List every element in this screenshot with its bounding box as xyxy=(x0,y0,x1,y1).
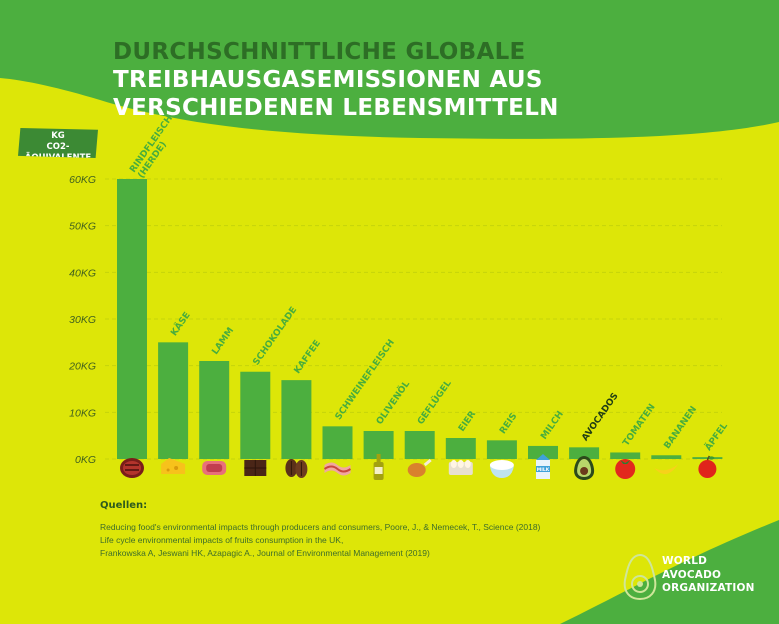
bar-käse xyxy=(158,342,189,459)
milk-icon: MILK xyxy=(536,454,550,479)
bar-label-geflügel: GEFLÜGEL xyxy=(415,378,454,427)
bar-label-reis: REIS xyxy=(498,412,519,437)
y-tick-label: 0KG xyxy=(75,454,96,466)
avocado-logo-icon xyxy=(623,553,657,601)
bar-label-bananen: BANANEN xyxy=(663,405,700,451)
bar-bananen xyxy=(651,455,682,459)
logo-text: WORLD AVOCADO ORGANIZATION xyxy=(662,555,755,596)
bar-avocados xyxy=(569,447,600,459)
bottom-left-green-wave xyxy=(0,452,210,492)
y-tick-label: 60KG xyxy=(69,174,96,186)
y-tick-label: 30KG xyxy=(69,314,96,326)
y-tick-label: 20KG xyxy=(68,361,96,373)
bars xyxy=(117,179,723,459)
bottom-green-wave xyxy=(0,455,779,624)
tomato-icon xyxy=(615,459,636,479)
bar-reis xyxy=(486,440,517,459)
y-axis-ticks: 0KG 10KG 20KG 30KG 40KG 50KG 60KG xyxy=(68,174,96,466)
bar-label-milch: MILCH xyxy=(539,410,566,442)
bar-label-avocados: AVOCADOS xyxy=(580,391,620,443)
bar-eier xyxy=(445,438,476,459)
bar-äpfel xyxy=(692,457,723,459)
cheese-icon xyxy=(161,458,186,474)
logo-line-3: ORGANIZATION xyxy=(662,582,755,594)
chart-title-line-2: TREIBHAUSGASEMISSIONEN AUS xyxy=(113,67,543,93)
bar-label-lamm: LAMM xyxy=(210,326,236,357)
apple-icon xyxy=(698,455,717,478)
bar-tomaten xyxy=(610,452,641,459)
banana-icon xyxy=(654,464,679,475)
world-avocado-organization-logo: WORLD AVOCADO ORGANIZATION xyxy=(620,552,770,602)
bar-label-rindfleisch-herde-: RINDFLEISCH(HERDE) xyxy=(128,114,183,181)
y-axis-unit-line-2: CO2-ÄQUIVALENTE xyxy=(24,142,92,163)
bar-label-äpfel: ÄPFEL xyxy=(703,420,730,452)
bar-schokolade xyxy=(240,371,271,459)
chart-title-line-3: VERSCHIEDENEN LEBENSMITTELN xyxy=(113,95,559,121)
sources-heading: Quellen: xyxy=(100,500,148,511)
bar-label-käse: KÄSE xyxy=(169,310,193,338)
coffee-beans-icon xyxy=(285,459,308,478)
rice-icon xyxy=(489,460,514,478)
bacon-icon xyxy=(323,462,352,476)
bar-label-tomaten: TOMATEN xyxy=(621,402,657,448)
bar-label-kaffee: KAFFEE xyxy=(293,339,323,376)
lamb-meat-icon xyxy=(202,461,227,475)
y-tick-label: 40KG xyxy=(69,267,96,279)
bar-geflügel xyxy=(404,431,435,459)
source-line-1: Reducing food's environmental impacts th… xyxy=(100,522,541,532)
y-tick-label: 10KG xyxy=(69,407,96,419)
bar-kaffee xyxy=(281,380,312,459)
eggs-icon xyxy=(448,460,473,475)
logo-line-2: AVOCADO xyxy=(662,568,722,581)
y-axis-unit-label: KG CO2-ÄQUIVALENTE xyxy=(18,128,98,158)
bottom-right-green-wave xyxy=(560,520,779,624)
sources-block: Quellen: Reducing food's environmental i… xyxy=(100,500,540,560)
chart-title-line-1: DURCHSCHNITTLICHE GLOBALE xyxy=(113,39,526,65)
avocado-icon xyxy=(574,456,595,480)
top-green-wave xyxy=(0,0,779,139)
y-tick-label: 50KG xyxy=(69,221,96,233)
olive-oil-icon xyxy=(373,454,384,480)
bar-schweinefleisch xyxy=(322,426,353,459)
bar-label-schokolade: SCHOKOLADE xyxy=(252,305,300,367)
source-line-3: Frankowska A, Jeswani HK, Azapagic A., J… xyxy=(100,548,430,558)
chicken-leg-icon xyxy=(407,458,432,477)
y-axis-unit-line-1: KG xyxy=(51,131,65,141)
steak-icon xyxy=(120,458,144,478)
food-icons: MILK xyxy=(120,454,717,480)
bar-milch xyxy=(528,445,558,459)
chocolate-icon xyxy=(244,460,267,476)
bar-label-eier: EIER xyxy=(457,409,478,433)
milk-carton-label: MILK xyxy=(537,467,550,473)
logo-line-1: WORLD xyxy=(662,555,707,567)
bar-rindfleisch-herde- xyxy=(117,179,147,459)
source-line-2: Life cycle environmental impacts of frui… xyxy=(100,535,344,545)
bar-lamm xyxy=(199,361,230,459)
gridlines xyxy=(105,178,722,460)
bar-label-olivenöl: OLIVENÖL xyxy=(374,379,412,427)
